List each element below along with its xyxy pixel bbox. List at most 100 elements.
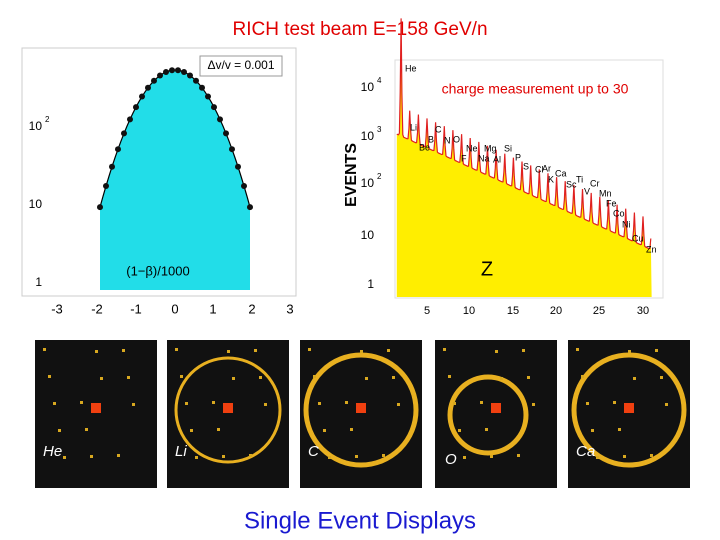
event-hit xyxy=(495,350,498,353)
event-hit xyxy=(48,375,51,378)
element-label: Cl xyxy=(535,164,544,174)
right-x-label: Z xyxy=(481,258,493,280)
left-dot xyxy=(163,68,169,75)
left-y-tick-label: 10 xyxy=(29,119,43,133)
left-y-tick-label: 1 xyxy=(35,275,42,289)
event-center xyxy=(223,403,233,413)
event-hit xyxy=(117,454,120,457)
event-hit xyxy=(453,402,456,405)
left-dot xyxy=(235,163,241,170)
event-hit xyxy=(190,429,193,432)
event-hit xyxy=(387,349,390,352)
event-hit xyxy=(185,402,188,405)
event-hit xyxy=(522,349,525,352)
element-label: S xyxy=(523,161,529,171)
event-label: Li xyxy=(175,443,187,460)
event-image xyxy=(435,340,557,488)
event-label: O xyxy=(445,451,457,468)
event-hit xyxy=(127,376,130,379)
element-label: Ar xyxy=(542,163,551,173)
slide-title: RICH test beam E=158 GeV/n xyxy=(232,19,487,40)
event-hit xyxy=(613,401,616,404)
event-hit xyxy=(443,348,446,351)
event-hit xyxy=(355,455,358,458)
event-hit xyxy=(665,403,668,406)
element-label: Al xyxy=(493,154,501,164)
element-label: Co xyxy=(613,208,625,218)
element-label: Fe xyxy=(606,198,617,208)
right-y-tick-label-exp: 2 xyxy=(377,172,382,181)
left-dot xyxy=(103,183,109,190)
right-x-tick-label: 15 xyxy=(507,305,519,317)
event-hit xyxy=(132,403,135,406)
element-label: Sc xyxy=(566,179,577,189)
element-label: B xyxy=(428,134,434,144)
event-hit xyxy=(264,403,267,406)
right-histogram xyxy=(396,18,652,298)
right-y-label: EVENTS xyxy=(343,143,360,207)
left-y-tick-label: 10 xyxy=(29,197,43,211)
right-y-tick-label-exp: 3 xyxy=(377,125,382,134)
element-label: C xyxy=(435,124,442,134)
left-dot xyxy=(133,104,139,111)
element-label: Cr xyxy=(590,178,600,188)
element-label: Ni xyxy=(622,219,631,229)
left-dot xyxy=(175,67,181,74)
event-hit xyxy=(633,377,636,380)
left-dot xyxy=(193,77,199,84)
left-dot xyxy=(109,163,115,170)
event-hit xyxy=(618,428,621,431)
left-dot xyxy=(157,72,163,79)
event-hit xyxy=(458,429,461,432)
event-hit xyxy=(650,454,653,457)
event-hit xyxy=(365,377,368,380)
left-dot xyxy=(223,130,229,137)
left-x-tick-label: 3 xyxy=(286,301,293,316)
element-label: Mn xyxy=(599,188,612,198)
element-label: Ti xyxy=(576,174,583,184)
event-hit xyxy=(232,377,235,380)
event-hit xyxy=(655,349,658,352)
left-x-tick-label: -3 xyxy=(51,301,63,316)
left-dot xyxy=(199,84,205,91)
event-hit xyxy=(95,350,98,353)
element-label: F xyxy=(461,153,467,163)
event-hit xyxy=(350,428,353,431)
left-dot xyxy=(151,77,157,84)
event-hit xyxy=(80,401,83,404)
element-label: N xyxy=(444,135,451,145)
element-label: He xyxy=(405,63,417,73)
left-dot xyxy=(127,116,133,123)
left-dot xyxy=(145,84,151,91)
event-hit xyxy=(53,402,56,405)
event-hit xyxy=(586,402,589,405)
event-hit xyxy=(318,402,321,405)
event-label: He xyxy=(43,443,62,460)
left-x-tick-label: -2 xyxy=(91,301,103,316)
event-hit xyxy=(227,350,230,353)
left-dot xyxy=(121,130,127,137)
event-center xyxy=(624,403,634,413)
left-dot xyxy=(247,204,253,211)
event-hit xyxy=(591,429,594,432)
right-y-tick-label: 10 xyxy=(361,228,375,242)
event-hit xyxy=(517,454,520,457)
right-y-tick-label: 1 xyxy=(367,277,374,291)
event-hit xyxy=(259,376,262,379)
left-x-label: (1−β)/1000 xyxy=(126,263,190,278)
left-histogram xyxy=(100,70,250,290)
left-dot xyxy=(229,146,235,153)
left-x-tick-label: 1 xyxy=(209,301,216,316)
element-label: Be xyxy=(419,142,430,152)
event-hit xyxy=(85,428,88,431)
left-dot xyxy=(217,116,223,123)
event-hit xyxy=(58,429,61,432)
event-hit xyxy=(596,456,599,459)
event-center xyxy=(491,403,501,413)
event-hit xyxy=(581,375,584,378)
left-dot xyxy=(211,104,217,111)
element-label: Si xyxy=(504,143,512,153)
event-hit xyxy=(463,456,466,459)
left-dot xyxy=(169,67,175,74)
right-x-tick-label: 5 xyxy=(424,305,430,317)
